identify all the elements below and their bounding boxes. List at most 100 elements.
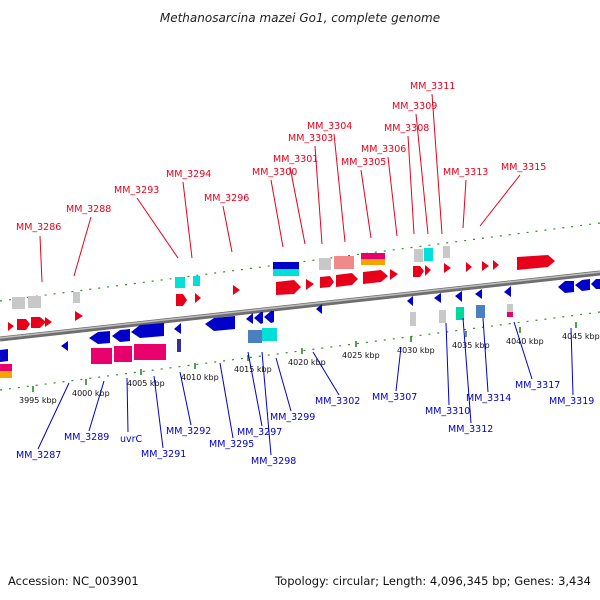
gene-glyph <box>444 263 451 273</box>
reverse-gene-label: MM_3319 <box>549 396 594 407</box>
scale-tick-label: 3995 kbp <box>19 396 57 405</box>
reverse-gene-label: MM_3312 <box>448 424 493 435</box>
gene-glyph <box>414 249 423 262</box>
forward-track-guide <box>0 222 600 302</box>
scale-tick-label: 4030 kbp <box>397 346 435 355</box>
reverse-gene-callout <box>126 377 129 433</box>
gene-glyph <box>91 348 112 364</box>
reverse-gene-callout <box>275 357 292 412</box>
gene-glyph <box>276 280 301 295</box>
reverse-gene-callout <box>37 382 70 450</box>
gene-glyph <box>233 285 240 295</box>
gene-glyph <box>425 265 431 276</box>
gene-glyph <box>0 364 12 371</box>
forward-gene-label: MM_3305 <box>341 157 386 168</box>
gene-glyph <box>591 279 600 289</box>
gene-glyph <box>17 319 30 330</box>
reverse-gene-callout <box>247 351 263 427</box>
forward-gene-label: MM_3311 <box>410 81 455 92</box>
reverse-gene-label: MM_3292 <box>166 426 211 437</box>
gene-glyph <box>0 371 12 378</box>
gene-glyph <box>174 323 181 334</box>
forward-gene-label: MM_3303 <box>288 133 333 144</box>
gene-glyph <box>482 261 489 271</box>
forward-gene-callout <box>462 179 467 229</box>
gene-glyph <box>476 305 485 318</box>
forward-gene-label: MM_3288 <box>66 204 111 215</box>
gene-glyph <box>175 277 185 288</box>
gene-glyph <box>319 258 331 270</box>
gene-glyph <box>61 341 68 351</box>
gene-glyph <box>273 269 299 276</box>
map-title: Methanosarcina mazei Go1, complete genom… <box>160 11 440 25</box>
gene-glyph <box>390 269 398 280</box>
gene-glyph <box>363 270 388 284</box>
forward-gene-callout <box>289 166 306 245</box>
genome-summary-text: Topology: circular; Length: 4,096,345 bp… <box>274 574 591 588</box>
gene-glyph <box>31 317 46 328</box>
reverse-gene-label: MM_3295 <box>209 439 254 450</box>
gene-glyph <box>507 312 513 317</box>
gene-glyphs <box>0 246 600 378</box>
gene-glyph <box>205 316 235 331</box>
gene-glyph <box>475 289 482 299</box>
reverse-gene-label: MM_3298 <box>251 456 296 467</box>
forward-gene-label: MM_3300 <box>252 167 297 178</box>
reverse-gene-callout <box>462 317 472 424</box>
reverse-gene-label: MM_3317 <box>515 380 560 391</box>
gene-glyph <box>316 304 322 314</box>
gene-glyph <box>493 260 499 270</box>
gene-glyph <box>262 328 277 341</box>
forward-gene-label: MM_3294 <box>166 169 211 180</box>
forward-gene-label: MM_3293 <box>114 185 159 196</box>
scale-tick-label: 4025 kbp <box>342 351 380 360</box>
gene-glyph <box>413 266 424 277</box>
forward-gene-label: MM_3296 <box>204 193 249 204</box>
genome-backbone-highlight <box>0 271 600 339</box>
gene-glyph <box>466 262 472 272</box>
reverse-gene-callout <box>570 327 574 396</box>
reverse-gene-label: uvrC <box>120 434 143 445</box>
gene-glyph <box>193 276 200 286</box>
forward-gene-callout <box>182 181 193 259</box>
forward-gene-label: MM_3306 <box>361 144 406 155</box>
forward-gene-callout <box>270 179 284 248</box>
gene-glyph <box>507 304 513 312</box>
gene-glyph <box>73 292 80 303</box>
forward-gene-callout <box>39 235 43 283</box>
reverse-gene-label: MM_3287 <box>16 450 61 461</box>
gene-glyph <box>456 307 464 320</box>
gene-glyph <box>254 312 263 324</box>
scale-tick-label: 4045 kbp <box>562 332 600 341</box>
scale-tick-label: 4015 kbp <box>234 365 272 374</box>
gene-glyph <box>575 279 590 291</box>
gene-glyph <box>273 262 299 269</box>
gene-glyph <box>0 349 8 362</box>
reverse-gene-callout <box>88 380 105 432</box>
gene-glyph <box>28 296 41 308</box>
forward-gene-callout <box>222 205 233 253</box>
gene-glyph <box>8 322 14 331</box>
forward-gene-callout <box>136 197 179 259</box>
track-guides <box>0 222 600 391</box>
forward-gene-callout <box>333 133 346 243</box>
gene-glyph <box>248 330 262 343</box>
gene-glyph <box>112 329 130 342</box>
reverse-gene-callout <box>261 351 272 456</box>
reverse-gene-callout <box>153 375 164 449</box>
forward-gene-label: MM_3301 <box>273 154 318 165</box>
gene-glyph <box>131 323 164 338</box>
reverse-track-guide <box>0 311 600 391</box>
forward-gene-callout <box>479 174 521 227</box>
genome-backbone <box>0 270 600 342</box>
gene-glyph <box>517 255 555 270</box>
gene-glyph <box>361 253 385 259</box>
reverse-gene-callout <box>482 317 489 393</box>
scale-tick-label: 4020 kbp <box>288 358 326 367</box>
scale-tick-label: 4040 kbp <box>506 337 544 346</box>
accession-text: Accession: NC_003901 <box>8 574 139 588</box>
gene-glyph <box>177 339 181 352</box>
gene-glyph <box>75 311 83 321</box>
